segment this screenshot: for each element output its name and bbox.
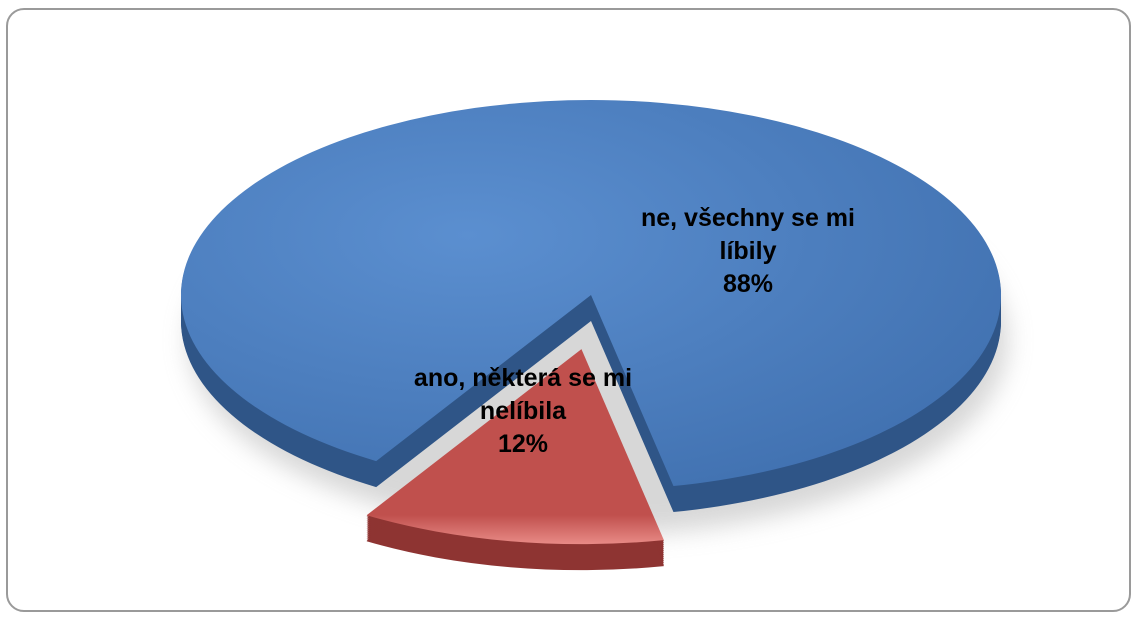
slice-top [366,349,664,545]
value-label: 12% [497,430,549,458]
slice [366,349,664,571]
chart-frame: ne, všechny se mi líbily 88% ano, některá … [6,8,1131,612]
chart [180,99,1008,571]
slice [180,99,1002,513]
value-label: 88% [722,270,774,298]
category-label: ano, některá se mi nelíbila [413,364,633,425]
slice-top [180,99,1001,487]
category-label: ne, všechny se mi líbily [640,204,855,265]
